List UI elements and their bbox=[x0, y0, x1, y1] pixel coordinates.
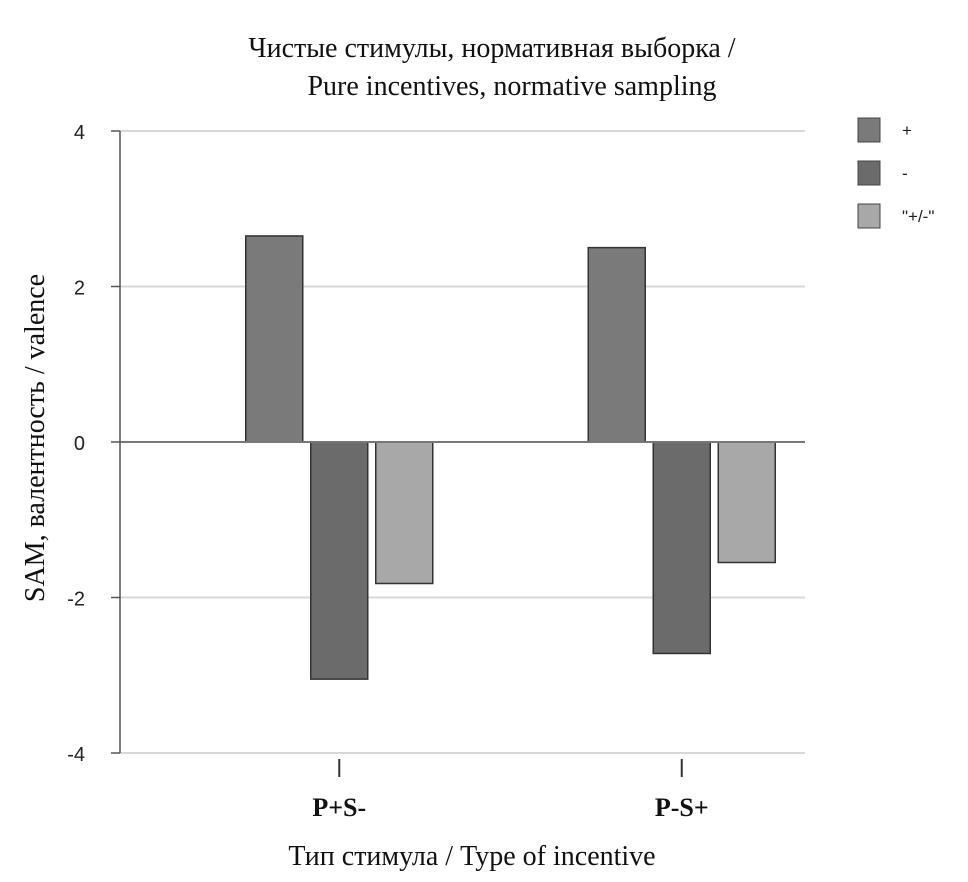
bar-plus-1 bbox=[587, 246, 646, 443]
bar-plus-minus-0 bbox=[375, 441, 434, 585]
bar-plus-0 bbox=[245, 235, 304, 443]
legend-label: - bbox=[902, 164, 908, 183]
y-tick-label: -2 bbox=[67, 589, 85, 611]
bar-minus-1 bbox=[652, 441, 711, 655]
y-axis-label: SAM, валентность / valence bbox=[20, 274, 51, 602]
legend-label: "+/-" bbox=[902, 207, 934, 226]
bar-plus-minus-1 bbox=[717, 441, 776, 564]
x-tick-label: P-S+ bbox=[655, 793, 709, 822]
chart-title: Чистые стимулы, нормативная выборка / bbox=[248, 33, 735, 64]
legend-label: + bbox=[902, 121, 912, 140]
y-tick-label: -4 bbox=[67, 744, 85, 766]
bar-minus-0 bbox=[310, 441, 369, 680]
x-tick-label: P+S- bbox=[312, 793, 366, 822]
axes bbox=[111, 130, 805, 777]
legend-swatch bbox=[857, 203, 881, 229]
legend: + - "+/-" bbox=[857, 117, 934, 229]
y-tick-labels: -4 -2 0 2 4 bbox=[67, 122, 85, 766]
x-axis-label: Тип стимула / Type of incentive bbox=[288, 841, 655, 872]
legend-swatch bbox=[857, 160, 881, 186]
chart-subtitle: Pure incentives, normative sampling bbox=[307, 71, 716, 102]
legend-swatch bbox=[857, 117, 881, 143]
y-tick-label: 4 bbox=[74, 122, 85, 144]
y-tick-label: 2 bbox=[74, 278, 85, 300]
bars bbox=[245, 235, 776, 680]
y-tick-label: 0 bbox=[74, 433, 85, 455]
x-tick-labels: P+S- P-S+ bbox=[312, 793, 708, 822]
